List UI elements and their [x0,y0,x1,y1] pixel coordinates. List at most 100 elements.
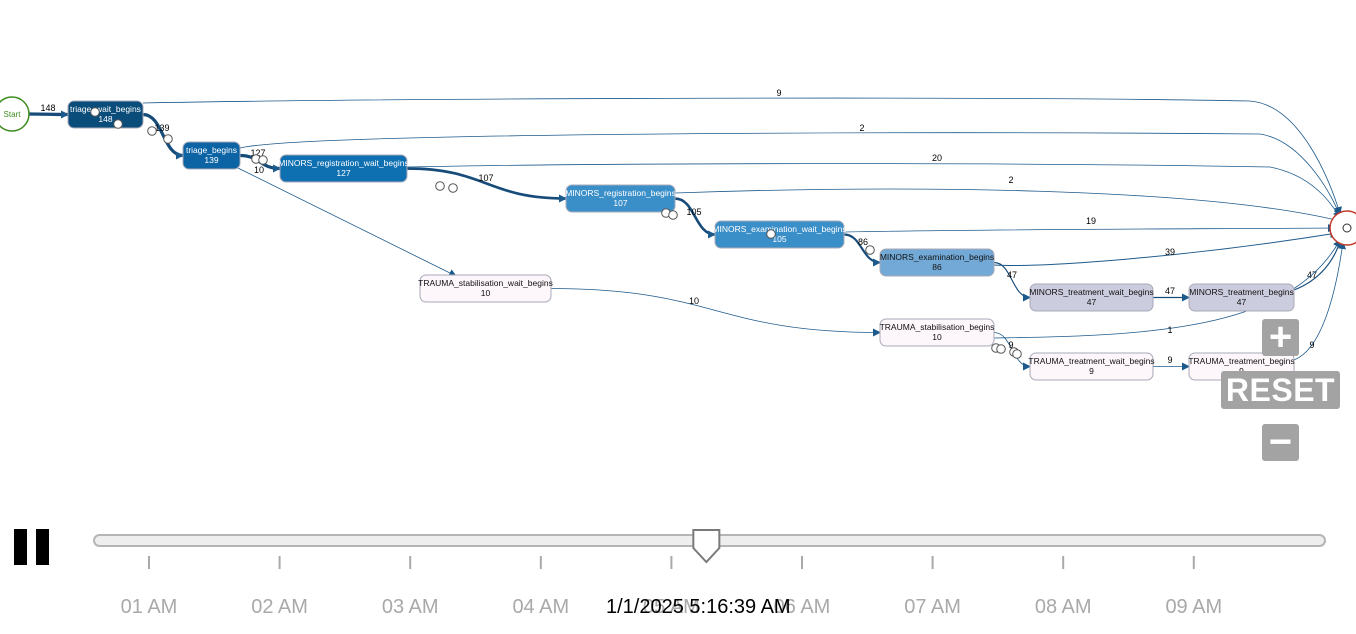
edge-triage_wait-to-end[interactable] [142,97,1342,215]
case-token [766,229,776,239]
timeline-slider[interactable]: 01 AM 02 AM 03 AM 04 AM 05 AM 06 AM 07 AM 08 AM… [0,520,1356,634]
timeline-tick-label: 07 AM [904,596,961,618]
edge-count-label: 105 [686,207,701,217]
edge-count-label: 9 [1008,340,1013,350]
case-token [435,181,445,191]
edge-start-to-triage_wait[interactable] [28,110,69,119]
edge-count-label: 10 [254,165,264,175]
edge-minors_exam_wait-to-minors_exam[interactable] [843,233,881,267]
edge-triage_wait-to-triage[interactable] [142,112,184,160]
activity-name: TRAUMA_treatment_begins [1188,356,1294,366]
activity-name: triage_wait_begins [70,104,141,114]
pause-icon [36,529,49,565]
activity-name: MINORS_registration_wait_begins [278,158,408,168]
edge-minors_exam-to-minors_treat_wait[interactable] [993,261,1031,302]
activity-name: TRAUMA_treatment_wait_begins [1028,356,1154,366]
edge-trauma_treat-to-end[interactable] [1293,241,1347,361]
pause-button[interactable] [14,529,50,565]
process-map[interactable]: 1481391271010710586474710999220219394719… [0,0,1356,520]
edge-count-label: 19 [1086,216,1096,226]
edge-count-label: 9 [776,88,781,98]
timeline-tick-label: 04 AM [512,596,569,618]
case-token [448,183,458,193]
edge-count-label: 9 [1167,355,1172,365]
timeline-tick-label: 05 AM [643,596,700,618]
activity-name: MINORS_examination_wait_begins [712,224,846,234]
timeline-tick-label: 02 AM [251,596,308,618]
activity-name: MINORS_examination_begins [880,252,994,262]
edge-minors_treat-to-end[interactable] [1293,237,1344,291]
edge-count-label: 2 [1008,175,1013,185]
zoom-in-button[interactable]: + [1262,317,1299,357]
reset-zoom-button[interactable]: RESET [1221,371,1340,409]
current-time-label: 1/1/2025 5:16:39 AM [606,596,791,618]
activity-count: 10 [932,332,942,342]
timeline-tick-label: 01 AM [121,596,178,618]
case-token [90,107,100,117]
case-token [258,155,268,165]
edge-minors_reg-to-end[interactable] [674,188,1341,224]
edge-count-label: 10 [689,296,699,306]
edge-minors_reg-to-minors_exam_wait[interactable] [674,197,716,239]
case-token [147,126,157,136]
edge-trauma_stab-to-end[interactable] [993,239,1341,339]
edge-trauma_stab_wait-to-trauma_stab[interactable] [550,288,881,337]
edge-count-label: 47 [1007,270,1017,280]
activity-name: TRAUMA_stabilisation_wait_begins [418,278,553,288]
edge-minors_reg_wait-to-end[interactable] [406,163,1341,219]
activity-count: 148 [98,114,112,124]
edge-count-label: 39 [1165,247,1175,257]
case-token [1012,349,1022,359]
edge-count-label: 139 [154,123,169,133]
edge-count-label: 1 [1167,325,1172,335]
activity-name: triage_begins [186,145,237,155]
case-token [113,119,123,129]
edge-count-label: 86 [858,237,868,247]
case-token [996,344,1006,354]
timeline-handle[interactable] [692,529,721,564]
activity-count: 86 [932,262,942,272]
activity-name: TRAUMA_stabilisation_begins [880,322,995,332]
timeline-tick-label: 09 AM [1165,596,1222,618]
case-token [668,210,678,220]
case-token [865,245,875,255]
timeline-tick-label: 03 AM [382,596,439,618]
end-node[interactable] [1329,210,1356,246]
activity-name: MINORS_registration_begins [565,188,676,198]
start-node[interactable]: Start [0,96,30,132]
edge-count-label: 2 [859,123,864,133]
zoom-out-button[interactable]: − [1262,422,1299,462]
edge-count-label: 127 [250,148,265,158]
activity-name: MINORS_treatment_begins [1189,287,1293,297]
case-token [163,134,173,144]
edge-minors_exam-to-end[interactable] [993,230,1338,266]
activity-count: 9 [1089,366,1094,376]
edge-triage-to-trauma_stab_wait[interactable] [237,167,457,277]
activity-count: 47 [1237,297,1247,307]
timeline-tick-label: 08 AM [1035,596,1092,618]
edge-count-label: 47 [1165,286,1175,296]
edge-count-label: 107 [478,173,493,183]
pause-icon [14,529,27,565]
edge-minors_reg_wait-to-minors_reg[interactable] [406,167,567,203]
timeline-tick-label: 06 AM [774,596,831,618]
activity-count: 47 [1087,297,1097,307]
activity-count: 105 [772,234,786,244]
activity-count: 107 [613,198,627,208]
activity-count: 139 [204,155,218,165]
edge-minors_exam_wait-to-end[interactable] [843,224,1336,233]
activity-name: MINORS_treatment_wait_begins [1029,287,1153,297]
edge-triage-to-end[interactable] [239,132,1342,217]
activity-count: 127 [336,168,350,178]
